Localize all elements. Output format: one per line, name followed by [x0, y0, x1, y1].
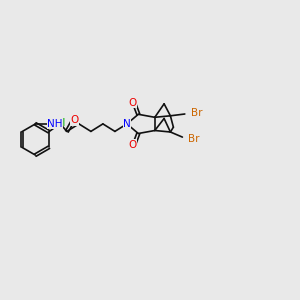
Text: O: O — [70, 115, 79, 125]
Text: O: O — [128, 140, 136, 150]
Text: O: O — [128, 98, 136, 108]
Text: Cl: Cl — [55, 118, 65, 128]
Text: Br: Br — [191, 108, 203, 118]
Text: Br: Br — [188, 134, 200, 144]
Text: NH: NH — [47, 119, 63, 129]
Text: N: N — [123, 119, 131, 129]
